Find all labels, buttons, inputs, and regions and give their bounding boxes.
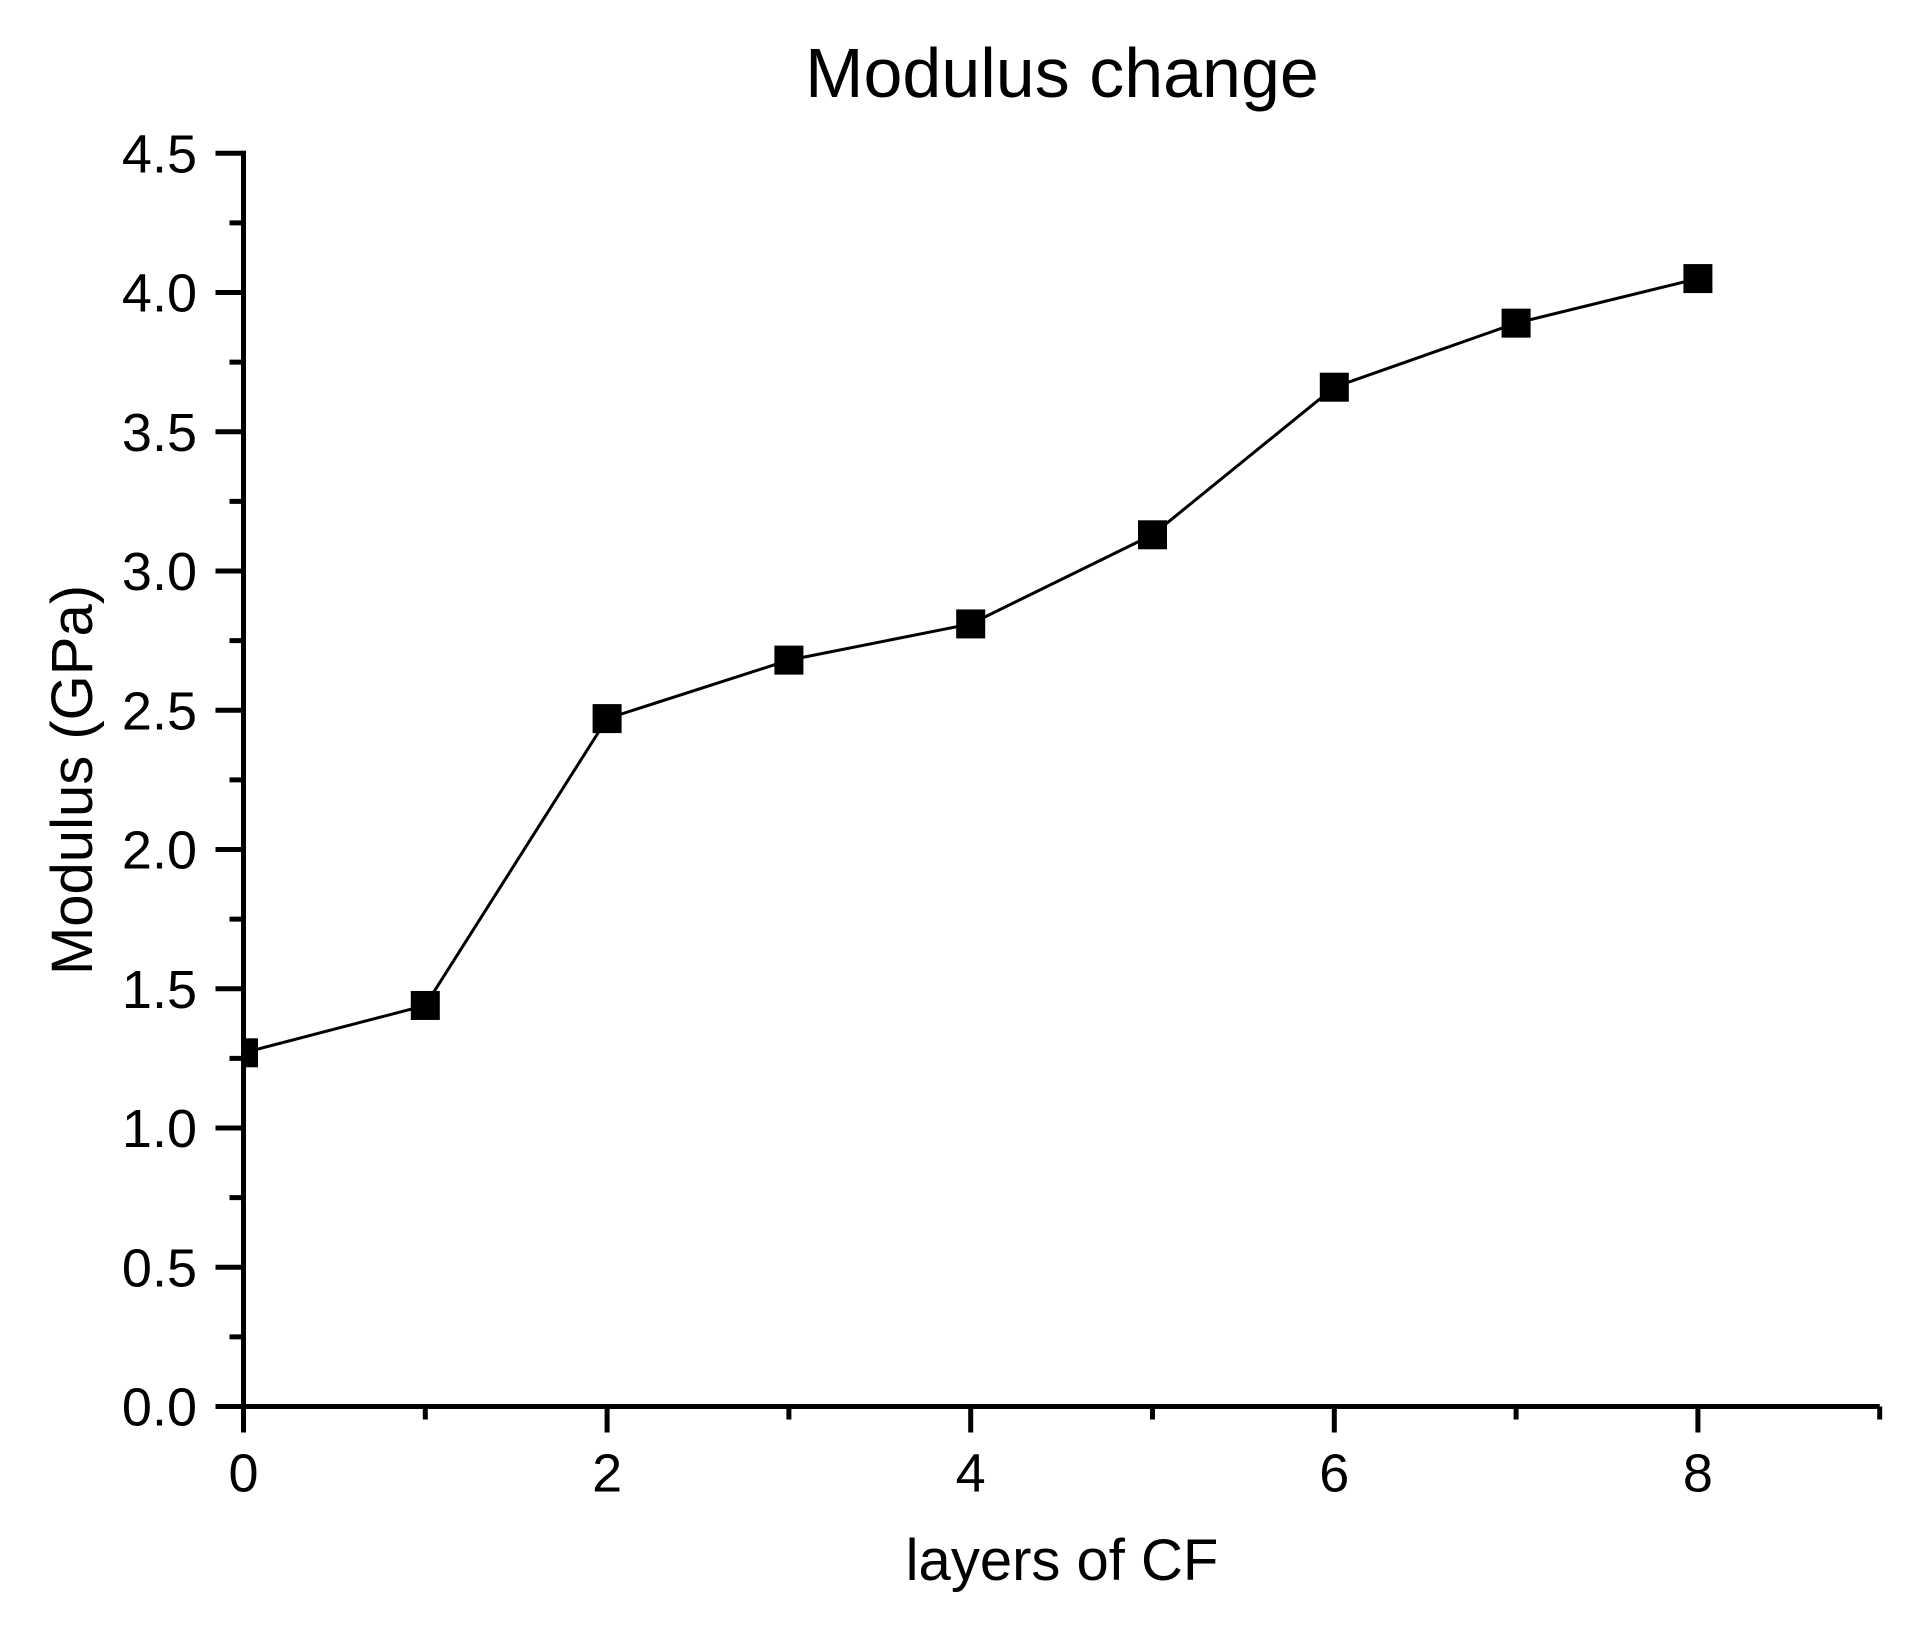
data-point-marker xyxy=(774,645,804,675)
data-point-marker xyxy=(410,990,440,1020)
y-tick-label: 1.0 xyxy=(122,1099,197,1159)
data-point-marker xyxy=(1319,372,1349,402)
y-axis-label: Modulus (GPa) xyxy=(40,584,105,976)
series-markers xyxy=(242,264,1713,1068)
y-tick-label: 3.0 xyxy=(122,542,197,602)
y-tick-label: 4.0 xyxy=(122,264,197,324)
data-point-marker xyxy=(592,704,622,734)
x-tick-label: 2 xyxy=(592,1444,622,1504)
data-point-marker xyxy=(242,1038,258,1068)
y-tick-label: 2.0 xyxy=(122,821,197,881)
y-tick-label: 0.5 xyxy=(122,1238,197,1298)
y-tick-label: 1.5 xyxy=(122,960,197,1020)
y-tick-label: 0.0 xyxy=(122,1378,197,1438)
series-line xyxy=(243,277,1699,1055)
data-point-marker xyxy=(1501,308,1531,338)
chart-title: Modulus change xyxy=(805,34,1319,112)
y-tick-label: 2.5 xyxy=(122,681,197,741)
y-tick-label: 3.5 xyxy=(122,403,197,463)
y-tick-label: 4.5 xyxy=(122,124,197,184)
data-point-marker xyxy=(1138,520,1167,550)
data-point-marker xyxy=(956,609,986,639)
x-tick-label: 0 xyxy=(228,1444,258,1504)
x-tick-label: 4 xyxy=(956,1444,986,1504)
x-tick-label: 8 xyxy=(1683,1444,1713,1504)
x-axis-label: layers of CF xyxy=(905,1528,1219,1593)
x-tick-label: 6 xyxy=(1319,1444,1349,1504)
data-point-marker xyxy=(1683,264,1713,294)
